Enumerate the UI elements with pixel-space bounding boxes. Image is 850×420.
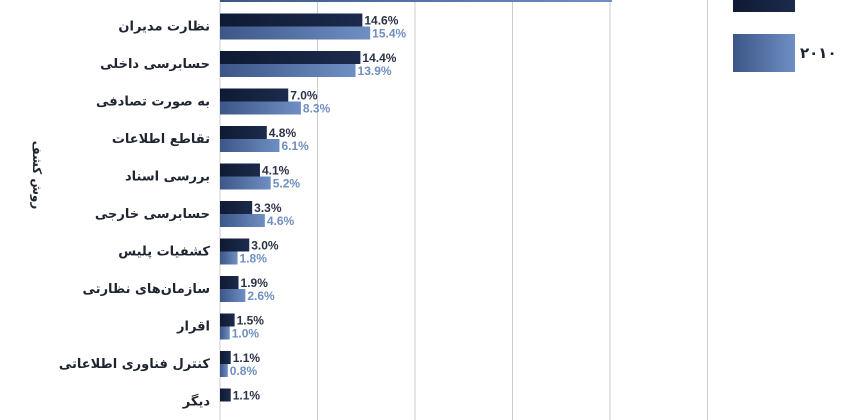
bar-series-2 <box>220 101 301 115</box>
bar-series-1 <box>220 313 235 327</box>
legend-swatch-series-2 <box>733 34 795 72</box>
category-label: حسابرسی داخلی <box>100 57 210 72</box>
legend: ۲۰۱۰ <box>733 0 837 72</box>
data-label: 4.1% <box>262 164 290 178</box>
bar-series-1 <box>220 238 250 252</box>
data-label: 0.8% <box>230 364 258 378</box>
data-label: 8.3% <box>303 102 331 116</box>
category-label: سازمان‌های نظارتی <box>83 282 210 297</box>
category-label: کشفیات پلیس <box>118 245 210 260</box>
bar-series-1 <box>220 201 253 214</box>
y-axis-title: روش کشف <box>29 141 44 210</box>
category-label: دیگر <box>182 394 211 410</box>
value-labels: 40.2% 14.6%15.4% 14.4%13.9% 7.0%8.3% 4.8%6.1… <box>230 0 649 403</box>
legend-label-series-2: ۲۰۱۰ <box>800 44 837 62</box>
data-label: 40.2% <box>614 0 648 3</box>
bar-series-1 <box>220 51 361 64</box>
data-label: 4.8% <box>269 126 297 140</box>
data-label: 1.1% <box>233 351 261 365</box>
data-label: 1.8% <box>240 252 268 266</box>
data-label: 1.9% <box>241 276 269 290</box>
bar-series-2 <box>220 326 230 340</box>
data-label: 14.4% <box>362 51 396 65</box>
bar-series-2 <box>220 139 280 152</box>
data-label: 1.0% <box>232 327 260 341</box>
data-label: 14.6% <box>364 14 398 28</box>
category-label: اقرار <box>176 320 210 335</box>
bar-series-2 <box>220 251 238 265</box>
data-label: 4.6% <box>267 214 295 228</box>
bar-series-1 <box>220 163 260 177</box>
data-label: 1.1% <box>233 389 261 403</box>
category-label: به صورت تصادفی <box>96 95 210 110</box>
bar-series-1 <box>220 126 267 139</box>
data-label: 15.4% <box>372 27 406 41</box>
category-label: نظارت مدیران <box>118 20 210 35</box>
bars <box>220 0 612 402</box>
bar-series-2 <box>220 26 371 40</box>
bar-series-1 <box>220 88 289 102</box>
category-label: کنترل فناوری اطلاعاتی <box>59 357 211 372</box>
category-label: بررسی اسناد <box>125 170 210 185</box>
data-label: 6.1% <box>281 139 309 153</box>
bar-series-1 <box>220 388 231 402</box>
bar-series-2 <box>220 364 228 377</box>
data-label: 2.6% <box>247 289 275 303</box>
category-label: تقاطع اطلاعات <box>112 132 210 147</box>
data-label: 1.5% <box>237 314 265 328</box>
data-label: 5.2% <box>273 177 301 191</box>
bar-series-1 <box>220 351 231 364</box>
bar-series-1 <box>220 13 363 27</box>
category-label: حسابرسی خارجی <box>95 207 210 222</box>
bar-series-2 <box>220 289 246 302</box>
data-label: 7.0% <box>290 89 318 103</box>
category-labels: نظارت مدیران حسابرسی داخلی به صورت تصادفی ت… <box>59 20 211 410</box>
data-label: 13.9% <box>358 64 392 78</box>
bar-series-1 <box>220 276 239 289</box>
data-label: 3.0% <box>251 239 279 253</box>
bar-series-2 <box>220 176 271 190</box>
bar-series-2 <box>220 64 356 77</box>
legend-swatch-series-1 <box>733 0 795 12</box>
bar-series-2 <box>220 0 612 2</box>
bar-series-2 <box>220 214 265 227</box>
data-label: 3.3% <box>254 201 282 215</box>
